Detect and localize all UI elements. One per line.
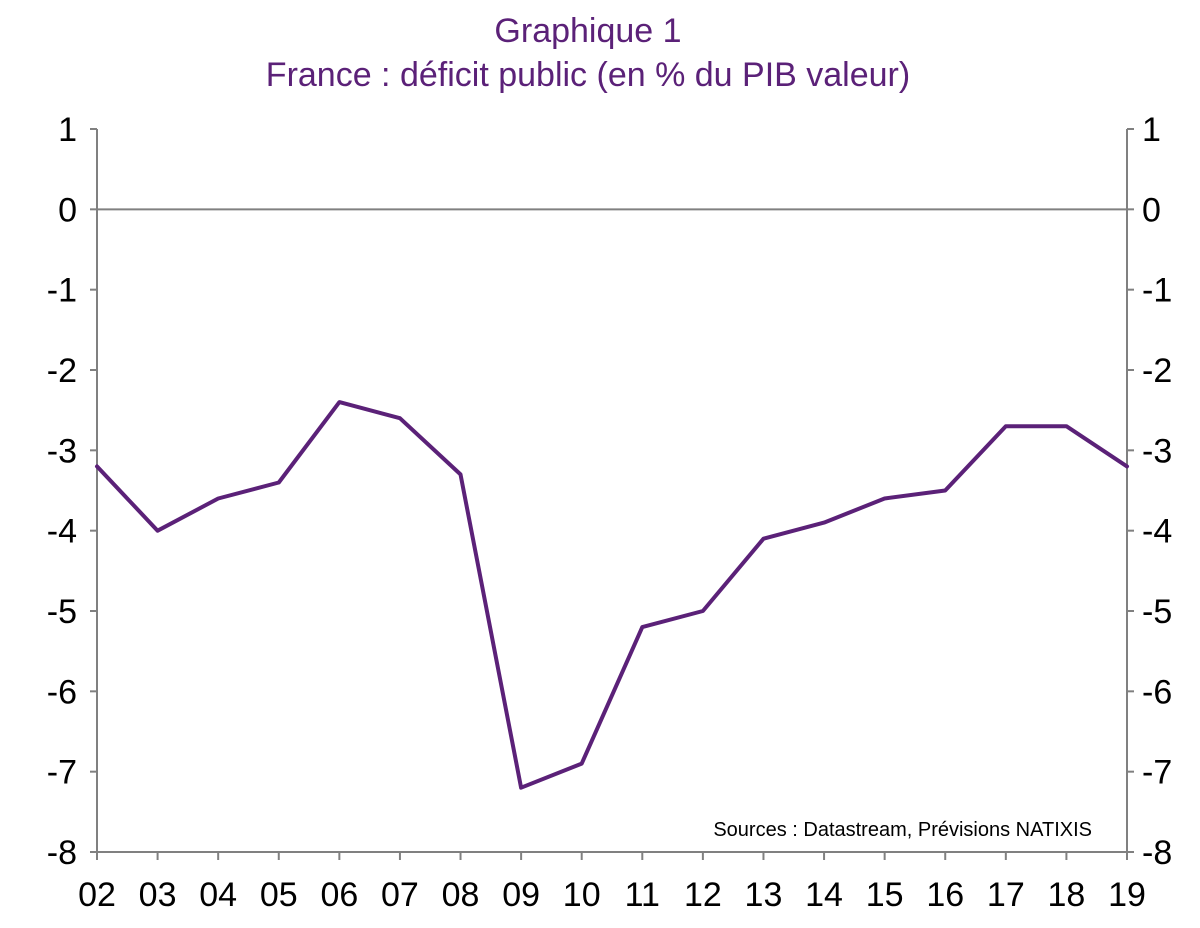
axes: 1 10 0-1 -1-2 -2-3 -3-4 -4-5 -5-6 -6-7 -7-8 -802 03… — [47, 111, 1172, 914]
x-tick-label: 14 — [805, 876, 843, 914]
y-tick-label-right: -2 — [1142, 352, 1172, 390]
y-tick-label-left: 0 — [58, 191, 77, 229]
x-tick-label: 18 — [1047, 876, 1085, 914]
y-tick-label-left: -5 — [47, 593, 77, 631]
x-tick-label: 03 — [139, 876, 177, 914]
x-tick-label: 10 — [563, 876, 601, 914]
y-tick-label-left: -8 — [47, 834, 77, 872]
series-line — [95, 400, 1129, 790]
y-tick-label-left: -3 — [47, 432, 77, 470]
x-tick-label: 07 — [381, 876, 419, 914]
y-tick-label-right: 1 — [1142, 111, 1161, 149]
y-tick-label-right: -4 — [1142, 513, 1172, 551]
y-tick-label-right: -8 — [1142, 834, 1172, 872]
y-tick-label-left: 1 — [58, 111, 77, 149]
chart-subtitle: France : déficit public (en % du PIB val… — [266, 56, 910, 94]
y-tick-label-left: -6 — [47, 673, 77, 711]
y-tick-label-right: -6 — [1142, 673, 1172, 711]
x-tick-label: 08 — [442, 876, 480, 914]
chart-title: Graphique 1 — [494, 12, 681, 50]
x-tick-label: 04 — [199, 876, 237, 914]
x-tick-label: 05 — [260, 876, 298, 914]
y-tick-label-left: -2 — [47, 352, 77, 390]
y-tick-label-right: -1 — [1142, 272, 1172, 310]
x-tick-label: 06 — [320, 876, 358, 914]
x-tick-label: 11 — [625, 876, 660, 914]
x-tick-label: 09 — [502, 876, 540, 914]
x-tick-label: 13 — [745, 876, 783, 914]
y-tick-label-left: -7 — [47, 754, 77, 792]
source-note: Sources : Datastream, Prévisions NATIXIS — [713, 819, 1092, 841]
y-tick-label-right: -3 — [1142, 432, 1172, 470]
x-tick-label: 12 — [684, 876, 722, 914]
series — [95, 400, 1129, 790]
x-tick-label: 02 — [78, 876, 116, 914]
y-tick-label-right: -5 — [1142, 593, 1172, 631]
x-tick-label: 17 — [987, 876, 1025, 914]
x-tick-label: 19 — [1108, 876, 1146, 914]
x-tick-label: 16 — [926, 876, 964, 914]
y-tick-label-right: 0 — [1142, 191, 1161, 229]
y-tick-label-left: -4 — [47, 513, 77, 551]
x-tick-label: 15 — [866, 876, 904, 914]
y-tick-label-right: -7 — [1142, 754, 1172, 792]
y-tick-label-left: -1 — [47, 272, 77, 310]
